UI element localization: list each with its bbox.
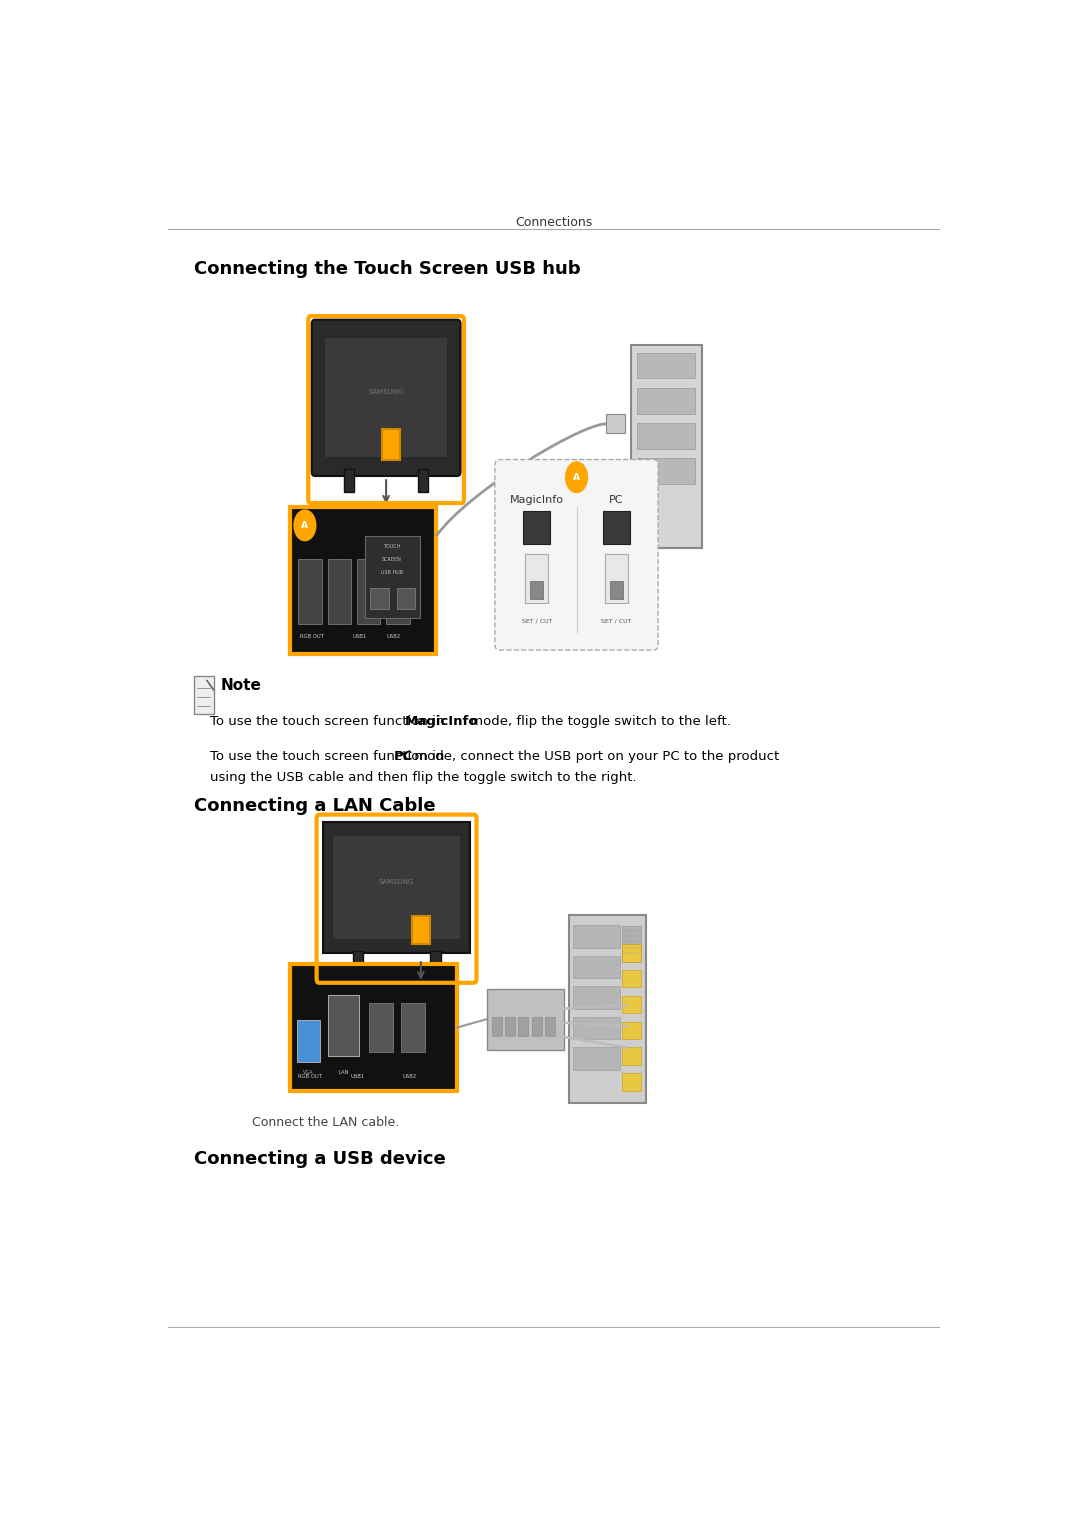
Text: USB HUB: USB HUB [381, 570, 403, 576]
Bar [606, 414, 624, 432]
Bar [411, 916, 430, 944]
Text: USB1: USB1 [352, 634, 367, 640]
Bar [631, 345, 702, 548]
Text: A: A [301, 521, 309, 530]
Text: SET / CUT: SET / CUT [522, 618, 552, 623]
Bar [491, 1017, 501, 1035]
Bar [369, 1003, 393, 1052]
Text: USB2: USB2 [387, 634, 401, 640]
Bar [327, 559, 351, 625]
Bar [572, 1048, 620, 1070]
Bar [572, 956, 620, 979]
Circle shape [566, 461, 588, 493]
Text: PC: PC [393, 750, 413, 764]
Bar [382, 429, 401, 460]
Bar [518, 1017, 528, 1035]
Bar [327, 994, 360, 1055]
Text: USB2: USB2 [402, 1073, 416, 1080]
Bar [622, 1048, 640, 1066]
Bar [298, 559, 322, 625]
Bar [637, 496, 649, 510]
Bar [334, 835, 460, 939]
Text: To use the touch screen function in: To use the touch screen function in [211, 715, 449, 728]
Bar [289, 507, 436, 654]
Text: RGB OUT: RGB OUT [300, 634, 324, 640]
Text: LAN: LAN [338, 1070, 349, 1075]
Bar [572, 1017, 620, 1040]
Bar [637, 519, 649, 533]
Bar [637, 353, 694, 379]
Bar [352, 951, 363, 971]
Bar [637, 423, 694, 449]
Text: using the USB cable and then flip the toggle switch to the right.: using the USB cable and then flip the to… [211, 771, 637, 785]
Bar [505, 1017, 515, 1035]
Text: Connecting the Touch Screen USB hub: Connecting the Touch Screen USB hub [193, 260, 580, 278]
Bar [387, 559, 409, 625]
Text: MagicInfo: MagicInfo [510, 495, 564, 505]
Text: SAMSUNG: SAMSUNG [368, 389, 404, 395]
Bar [486, 988, 564, 1049]
Bar [637, 472, 649, 487]
Bar [524, 512, 550, 544]
Bar [531, 1017, 542, 1035]
Bar [622, 970, 640, 988]
Bar [637, 458, 694, 484]
Bar [418, 469, 428, 493]
Bar [568, 915, 646, 1102]
Bar [609, 580, 623, 600]
Text: RGB OUT: RGB OUT [298, 1073, 322, 1080]
Bar [325, 339, 447, 457]
Text: mode, connect the USB port on your PC to the product: mode, connect the USB port on your PC to… [410, 750, 780, 764]
Bar [622, 944, 640, 962]
Bar [572, 925, 620, 947]
Text: TOUCH: TOUCH [383, 544, 401, 550]
Text: SET / CUT: SET / CUT [602, 618, 632, 623]
Bar [397, 588, 416, 609]
Text: SCREEN: SCREEN [382, 557, 402, 562]
Bar [525, 554, 549, 603]
Bar [323, 822, 470, 953]
Text: SAMSUNG: SAMSUNG [379, 878, 415, 884]
Text: Connect the LAN cable.: Connect the LAN cable. [253, 1116, 400, 1128]
Bar [605, 554, 627, 603]
Bar [637, 388, 694, 414]
Bar [431, 951, 441, 971]
Bar [622, 927, 640, 962]
Text: A: A [573, 473, 580, 481]
Bar [622, 1073, 640, 1090]
FancyBboxPatch shape [495, 460, 658, 651]
Text: MagicInfo: MagicInfo [405, 715, 478, 728]
Bar [193, 676, 214, 713]
Text: Note: Note [220, 678, 261, 693]
Text: Connecting a LAN Cable: Connecting a LAN Cable [193, 797, 435, 815]
Bar [572, 986, 620, 1009]
Text: Connecting a USB device: Connecting a USB device [193, 1150, 445, 1168]
Bar [530, 580, 543, 600]
Bar [289, 964, 457, 1090]
Text: mode, flip the toggle switch to the left.: mode, flip the toggle switch to the left… [465, 715, 730, 728]
FancyBboxPatch shape [312, 319, 460, 476]
Bar [365, 536, 420, 618]
Bar [356, 559, 380, 625]
Text: VGA: VGA [303, 1070, 313, 1075]
Bar [345, 469, 354, 493]
Bar [545, 1017, 555, 1035]
Text: Connections: Connections [515, 217, 592, 229]
Bar [370, 588, 389, 609]
Text: USB1: USB1 [350, 1073, 364, 1080]
Bar [603, 512, 630, 544]
Bar [297, 1020, 320, 1061]
Text: PC: PC [609, 495, 623, 505]
Bar [622, 1022, 640, 1040]
Circle shape [294, 510, 315, 541]
Bar [622, 996, 640, 1014]
Text: To use the touch screen function in: To use the touch screen function in [211, 750, 449, 764]
Bar [401, 1003, 424, 1052]
